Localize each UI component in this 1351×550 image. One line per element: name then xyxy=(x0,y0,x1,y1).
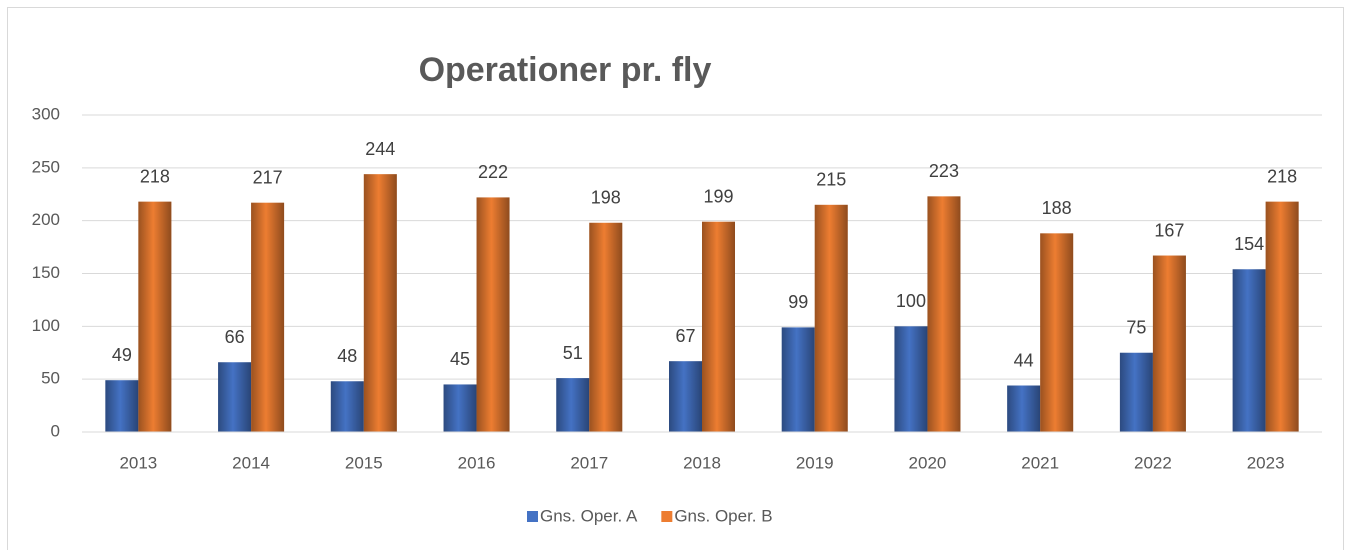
data-label: 199 xyxy=(703,186,733,206)
data-label: 100 xyxy=(896,291,926,311)
y-tick-label: 300 xyxy=(32,104,60,123)
x-tick-label: 2015 xyxy=(345,453,383,472)
data-label: 217 xyxy=(253,167,283,187)
data-label: 48 xyxy=(337,346,357,366)
y-tick-label: 150 xyxy=(32,263,60,282)
data-label: 51 xyxy=(563,343,583,363)
chart-title: Operationer pr. fly xyxy=(419,51,712,89)
x-tick-label: 2017 xyxy=(570,453,608,472)
x-tick-label: 2019 xyxy=(796,453,834,472)
bar-shade xyxy=(669,361,702,432)
data-label: 188 xyxy=(1042,198,1072,218)
data-label: 66 xyxy=(225,327,245,347)
x-tick-label: 2018 xyxy=(683,453,721,472)
x-tick-label: 2021 xyxy=(1021,453,1059,472)
bar-shade xyxy=(894,326,928,432)
bar-shade xyxy=(443,384,477,432)
bar-shade xyxy=(1119,352,1153,432)
chart-border xyxy=(7,7,1344,550)
y-tick-label: 50 xyxy=(41,369,60,388)
x-tick-label: 2022 xyxy=(1134,453,1172,472)
bar-shade xyxy=(218,362,252,432)
y-tick-label: 100 xyxy=(32,316,60,335)
x-tick-label: 2016 xyxy=(458,453,496,472)
y-tick-label: 0 xyxy=(51,421,60,440)
bar-shade xyxy=(251,202,285,432)
data-label: 218 xyxy=(1267,166,1297,186)
data-label: 99 xyxy=(788,292,808,312)
data-label: 49 xyxy=(112,345,132,365)
legend-marker xyxy=(527,511,538,522)
data-label: 75 xyxy=(1126,318,1146,338)
bar-shade xyxy=(556,378,590,432)
bar-shade xyxy=(476,197,510,432)
data-label: 223 xyxy=(929,161,959,181)
data-label: 198 xyxy=(591,188,621,208)
data-label: 222 xyxy=(478,162,508,182)
y-tick-label: 200 xyxy=(32,210,60,229)
legend-marker xyxy=(661,511,673,522)
x-tick-label: 2020 xyxy=(909,453,947,472)
bar-shade xyxy=(363,174,397,432)
x-tick-label: 2014 xyxy=(232,453,270,472)
bar-shade xyxy=(1265,201,1299,432)
bar-shade xyxy=(702,221,735,432)
legend-label: Gns. Oper. B xyxy=(674,506,772,525)
legend-label: Gns. Oper. A xyxy=(540,506,638,525)
x-tick-label: 2013 xyxy=(119,453,157,472)
bar-shade xyxy=(330,381,364,432)
data-label: 67 xyxy=(675,326,695,346)
bar-shade xyxy=(589,222,623,432)
bar-shade xyxy=(1040,233,1074,432)
bar-shade xyxy=(927,196,961,432)
y-tick-label: 250 xyxy=(32,157,60,176)
data-label: 167 xyxy=(1154,220,1184,240)
bar-shade xyxy=(1007,385,1041,432)
bar-shade xyxy=(814,204,848,432)
x-tick-label: 2023 xyxy=(1247,453,1285,472)
data-label: 215 xyxy=(816,170,846,190)
data-label: 218 xyxy=(140,166,170,186)
data-label: 44 xyxy=(1014,350,1034,370)
bar-shade xyxy=(105,380,139,432)
bar-shade xyxy=(1152,255,1186,432)
data-label: 244 xyxy=(365,139,395,159)
data-label: 154 xyxy=(1234,234,1264,254)
bar-shade xyxy=(1232,269,1266,432)
bar-shade xyxy=(781,327,815,432)
data-label: 45 xyxy=(450,349,470,369)
bar-shade xyxy=(138,201,172,432)
